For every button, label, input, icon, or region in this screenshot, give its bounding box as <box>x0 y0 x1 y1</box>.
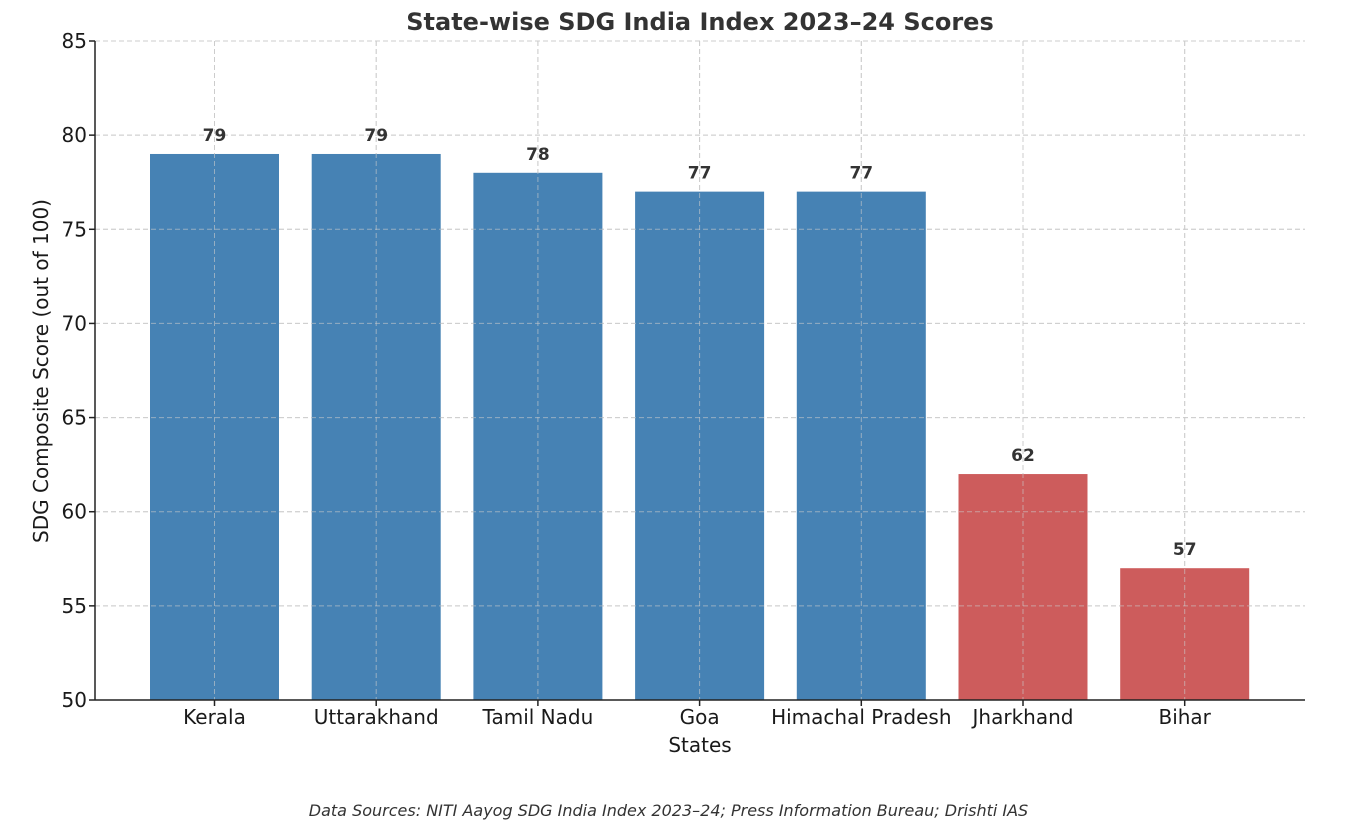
y-tick-label: 50 <box>62 688 87 712</box>
y-axis-label: SDG Composite Score (out of 100) <box>29 199 53 543</box>
y-tick-label: 65 <box>62 406 87 430</box>
y-tick-label: 85 <box>62 29 87 53</box>
y-tick-label: 70 <box>62 311 87 335</box>
x-axis-label: States <box>668 733 731 757</box>
data-sources-footnote: Data Sources: NITI Aayog SDG India Index… <box>308 801 1029 820</box>
x-tick-label: Tamil Nadu <box>482 705 594 729</box>
bars-layer <box>95 40 1305 701</box>
x-tick-label: Jharkhand <box>971 705 1074 729</box>
bar-value-label: 77 <box>849 164 873 184</box>
x-tick-label: Himachal Pradesh <box>771 705 951 729</box>
y-tick-label: 80 <box>62 123 87 147</box>
bar-value-label: 79 <box>203 126 227 146</box>
bar-value-label: 57 <box>1173 540 1197 560</box>
axes-layer <box>89 40 1305 706</box>
y-tick-label: 55 <box>62 594 87 618</box>
bar-value-label: 78 <box>526 145 550 165</box>
bar-value-label: 77 <box>688 164 712 184</box>
x-tick-label: Bihar <box>1158 705 1211 729</box>
chart-title: State-wise SDG India Index 2023–24 Score… <box>406 8 993 36</box>
y-tick-label: 75 <box>62 217 87 241</box>
x-tick-label: Uttarakhand <box>314 705 439 729</box>
labels-layer: 50 55 60 65 70 75 80 85 79 79 78 77 77 62 57 Kerala Utta… <box>62 29 1212 729</box>
x-tick-label: Kerala <box>183 705 246 729</box>
y-tick-label: 60 <box>62 500 87 524</box>
x-tick-label: Goa <box>680 705 720 729</box>
bar-value-label: 62 <box>1011 446 1035 466</box>
bar-value-label: 79 <box>364 126 388 146</box>
